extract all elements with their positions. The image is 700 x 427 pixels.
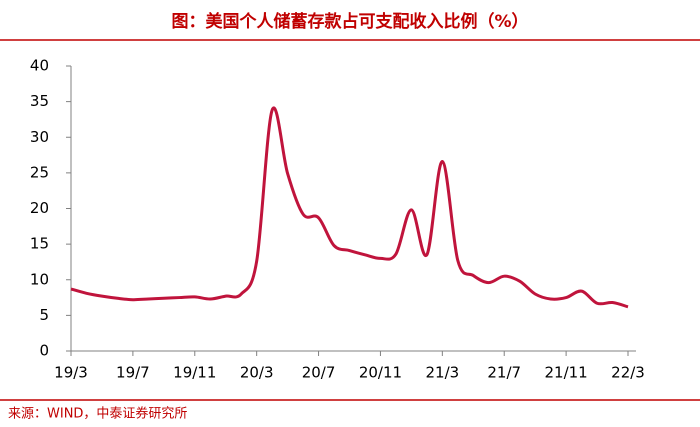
data-line — [70, 106, 629, 309]
y-tick-label: 35 — [30, 92, 49, 110]
x-tick-label: 21/11 — [544, 364, 587, 382]
x-tick-label: 22/3 — [611, 364, 645, 382]
y-tick-label: 30 — [30, 128, 49, 146]
x-tick-label: 19/11 — [173, 364, 216, 382]
y-tick-label: 0 — [39, 342, 49, 360]
y-tick-label: 25 — [30, 163, 49, 181]
x-tick-label: 20/3 — [240, 364, 274, 382]
source-note: 来源：WIND，中泰证券研究所 — [8, 406, 187, 422]
y-tick-label: 15 — [30, 235, 49, 253]
x-tick-label: 20/11 — [359, 364, 402, 382]
y-tick-label: 10 — [30, 270, 49, 288]
y-tick-label: 40 — [30, 57, 49, 75]
chart-title: 图：美国个人储蓄存款占可支配收入比例（%） — [171, 11, 528, 32]
y-tick-label: 5 — [39, 306, 49, 324]
x-tick-label: 19/7 — [116, 364, 150, 382]
x-tick-label: 21/7 — [487, 364, 521, 382]
x-tick-label: 21/3 — [425, 364, 459, 382]
x-tick-label: 19/3 — [54, 364, 88, 382]
y-tick-label: 20 — [30, 199, 49, 217]
x-tick-label: 20/7 — [302, 364, 336, 382]
